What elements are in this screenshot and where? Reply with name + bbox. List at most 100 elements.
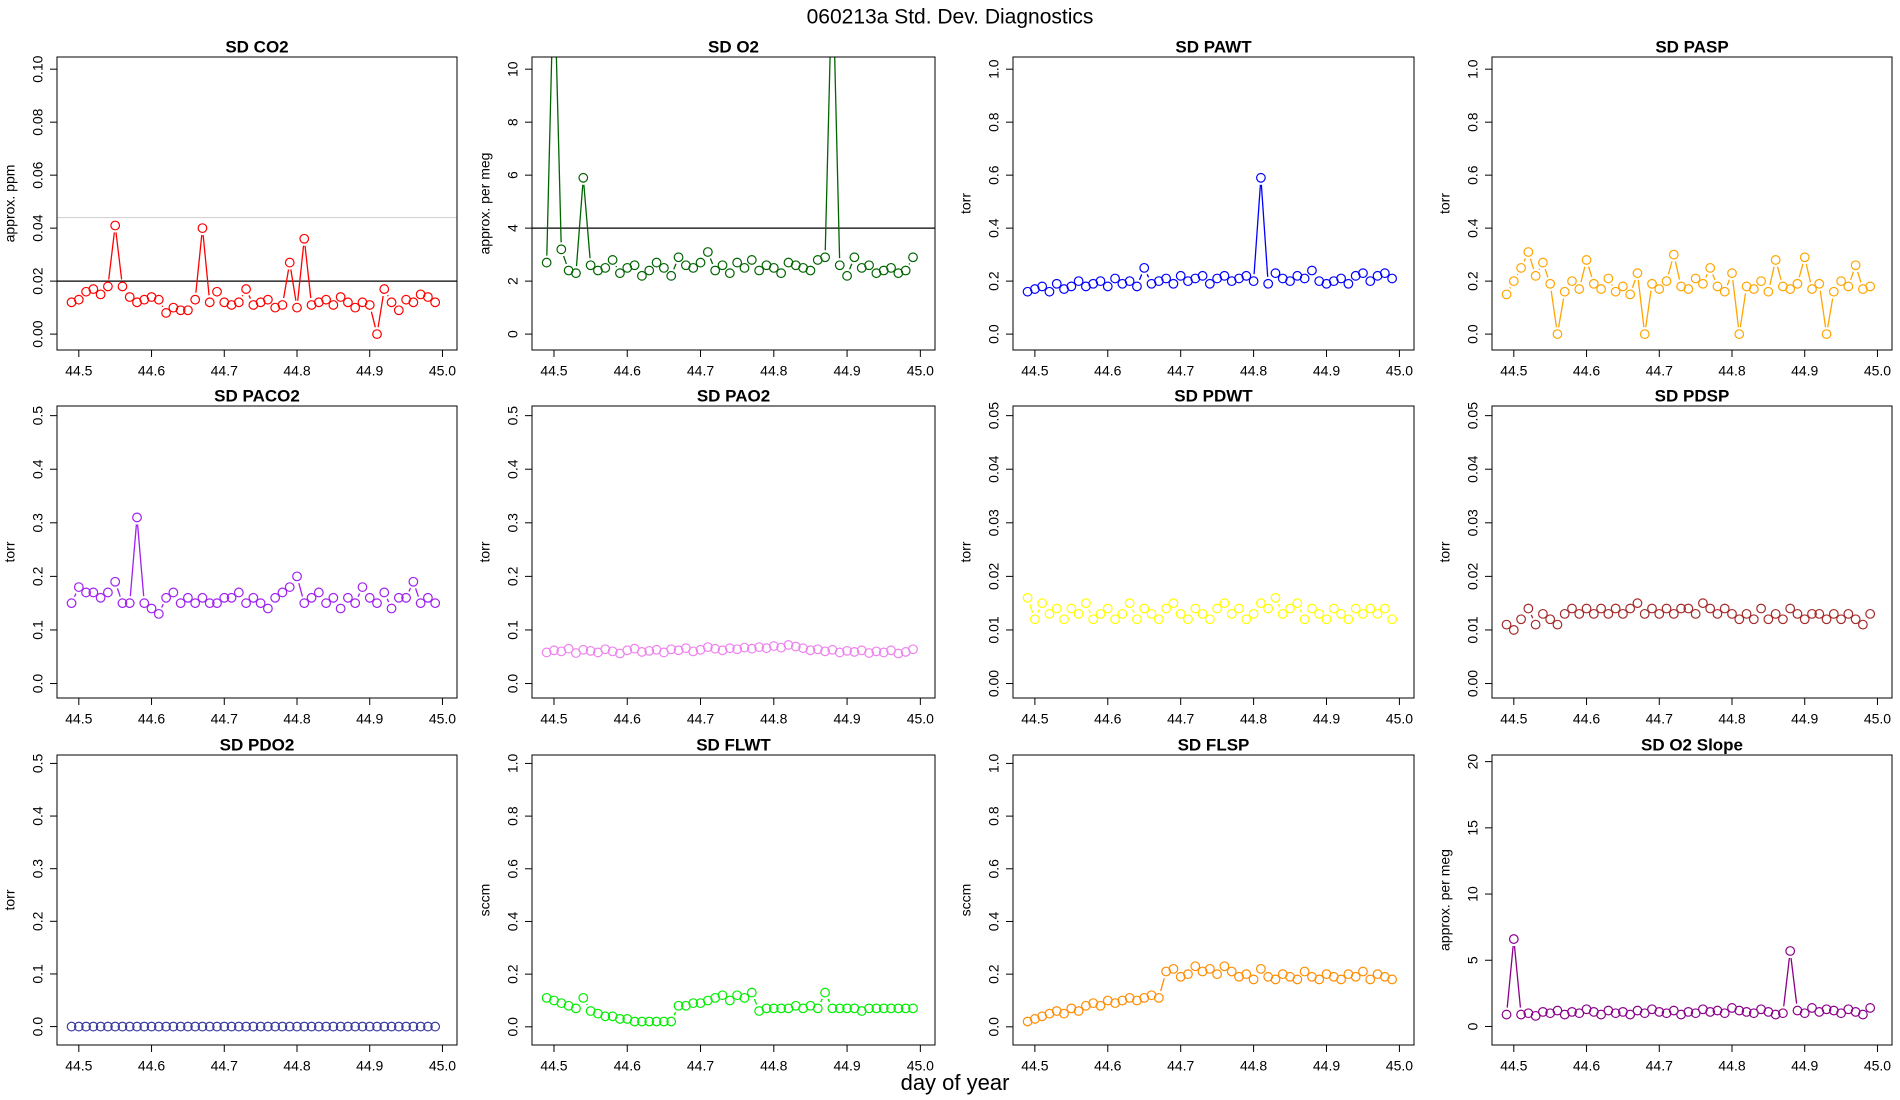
x-tick-label: 44.5 — [540, 1058, 567, 1074]
point — [768, 1003, 779, 1014]
panel: SD PASP torr 44.5 44.6 44.7 44.8 44.9 45.0 0.0 0.… — [1437, 37, 1893, 379]
connector — [129, 524, 138, 597]
point — [812, 644, 823, 655]
y-tick-label: 0.08 — [30, 108, 46, 135]
x-tick-label: 44.8 — [1718, 1058, 1745, 1074]
point — [81, 1021, 91, 1032]
point — [1625, 289, 1636, 300]
x-tick-label: 44.7 — [1646, 711, 1673, 727]
connector — [1739, 293, 1747, 328]
point — [1183, 969, 1193, 980]
panel-title: SD PDO2 — [220, 735, 295, 754]
point — [393, 305, 404, 316]
panel: SD O2 Slope approx. per meg 44.5 44.6 44.7 44… — [1437, 735, 1893, 1074]
point — [379, 1021, 390, 1032]
point — [430, 297, 441, 308]
point — [88, 284, 99, 294]
point — [615, 268, 625, 279]
point — [1124, 276, 1135, 287]
connector — [546, 57, 553, 256]
y-tick-label: 0.01 — [986, 616, 1002, 643]
connector — [377, 295, 384, 328]
y-tick-label: 0.05 — [986, 402, 1002, 429]
point — [423, 292, 433, 302]
y-tick-label: 0 — [1465, 1022, 1481, 1030]
point — [1552, 1005, 1563, 1016]
point — [328, 1021, 339, 1032]
point — [423, 592, 433, 603]
point — [673, 252, 684, 263]
x-tick-label: 44.9 — [833, 1058, 860, 1074]
y-tick-label: 0.2 — [30, 566, 46, 586]
panel-title: SD PDWT — [1174, 386, 1253, 405]
point — [541, 647, 552, 658]
point — [1814, 608, 1825, 619]
point — [393, 1021, 404, 1032]
point — [1516, 614, 1526, 625]
point — [629, 260, 640, 271]
point — [600, 262, 611, 273]
point — [1807, 284, 1817, 294]
y-tick-label: 0.02 — [986, 563, 1002, 590]
point — [600, 1011, 611, 1022]
panel-frame — [531, 56, 936, 351]
x-tick-label: 45.0 — [429, 1058, 456, 1074]
point — [124, 1021, 135, 1032]
x-tick-label: 44.7 — [1167, 1058, 1194, 1074]
point — [335, 292, 346, 302]
connector — [1857, 271, 1862, 283]
point — [1516, 262, 1526, 273]
point — [299, 233, 310, 244]
point — [732, 257, 743, 268]
point — [724, 643, 735, 654]
point — [292, 1021, 302, 1032]
point — [739, 642, 750, 653]
point — [864, 1003, 874, 1014]
y-tick-label: 0.2 — [1465, 271, 1481, 291]
point — [313, 587, 324, 598]
point — [1516, 1009, 1526, 1020]
x-axis-label: day of year — [901, 1070, 1010, 1095]
point — [1523, 603, 1534, 614]
connector — [1538, 268, 1541, 270]
connector — [583, 184, 591, 259]
point — [644, 645, 655, 656]
point — [343, 297, 353, 308]
point — [1538, 1006, 1548, 1017]
point — [886, 1003, 896, 1014]
x-tick-label: 44.7 — [1646, 1058, 1673, 1074]
point — [124, 292, 135, 302]
point — [1241, 614, 1252, 625]
point — [233, 1021, 244, 1032]
point — [842, 645, 852, 656]
panel-frame — [1491, 405, 1893, 699]
x-tick-label: 45.0 — [1864, 1058, 1891, 1074]
point — [1299, 614, 1310, 625]
x-tick-label: 44.8 — [760, 1058, 787, 1074]
point — [666, 1016, 677, 1027]
point — [746, 987, 757, 998]
y-tick-label: 0.2 — [986, 271, 1002, 291]
point — [124, 598, 135, 609]
point — [73, 1021, 84, 1032]
point — [1285, 276, 1295, 287]
point — [103, 281, 113, 292]
point — [284, 582, 295, 592]
y-tick-label: 0.03 — [1465, 509, 1481, 536]
x-tick-label: 44.8 — [1240, 363, 1267, 379]
plot-area — [1022, 172, 1398, 297]
point — [263, 294, 273, 305]
point — [1770, 255, 1781, 265]
x-tick-label: 44.6 — [138, 711, 165, 727]
point — [408, 1021, 419, 1032]
connector — [1509, 286, 1512, 289]
point — [1102, 603, 1113, 614]
point — [95, 1021, 106, 1032]
x-tick-label: 44.7 — [1646, 363, 1673, 379]
y-tick-label: 0.05 — [1465, 402, 1481, 429]
panel-frame — [531, 405, 936, 699]
connector — [1674, 261, 1681, 280]
point — [430, 1021, 441, 1032]
connector — [562, 255, 567, 265]
plot-area — [66, 1021, 441, 1032]
